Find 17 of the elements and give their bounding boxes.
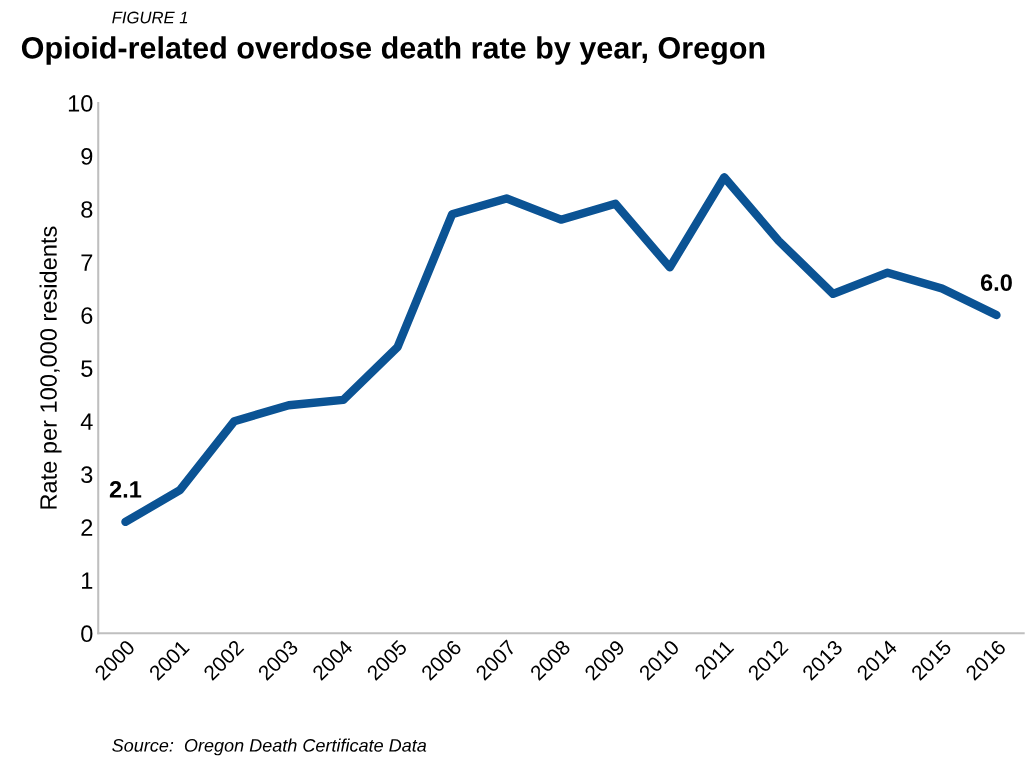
caption: FIGURE 1 [112, 11, 188, 24]
y-tick-label: 4 [80, 413, 93, 430]
y-tick-label: 0 [81, 625, 93, 643]
y-tick-label: 9 [81, 148, 93, 165]
chart-title: Opioid-related overdose death rate by year, Oregon [21, 36, 765, 65]
y-tick-label: 6 [81, 307, 93, 324]
y-axis-title: Rate per 100,000 residents [39, 226, 62, 509]
y-tick-label: 3 [81, 466, 93, 483]
y-tick-label: 8 [81, 201, 93, 218]
y-tick-label: 5 [81, 360, 93, 377]
y-tick-label: 7 [81, 254, 93, 271]
source-note: Source: Oregon Death Certificate Data [112, 738, 427, 756]
y-tick-label: 2 [81, 519, 93, 536]
data-label: 6.0 [980, 274, 1012, 292]
y-tick-label: 1 [82, 572, 93, 589]
y-tick-label: 10 [68, 95, 93, 112]
data-label: 2.1 [109, 481, 142, 498]
